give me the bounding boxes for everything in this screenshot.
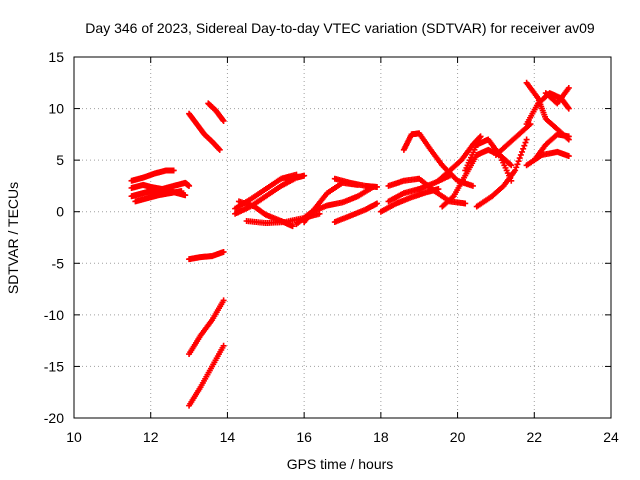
data-track [232,172,308,217]
data-point-fill [515,158,522,165]
x-tick-label: 10 [66,429,82,445]
y-tick-label: 5 [56,152,64,168]
data-point [565,153,572,160]
data-point [316,210,323,217]
plot-frame [73,56,612,419]
data-point-fill [520,145,527,152]
data-point-fill [519,148,526,155]
data-point-fill [449,194,456,201]
data-point-fill [507,161,514,168]
y-tick-label: -15 [44,358,64,374]
data-points [128,79,572,409]
data-point [220,297,227,304]
data-point-fill [513,164,520,171]
data-track [542,84,572,107]
data-point [374,183,381,190]
y-tick-label: -5 [52,255,65,271]
data-track [435,133,484,184]
y-tick-label: 15 [48,49,64,65]
data-point [565,105,572,112]
data-point [374,200,381,207]
y-axis-label: SDTVAR / TECUs [5,182,21,294]
data-point [220,117,227,124]
x-axis-label: GPS time / hours [287,456,394,472]
data-track [331,175,381,190]
axis-ticks: 10 12 14 16 18 20 22 24 -20 -15 -10 -5 0 5 10 15 [44,49,619,445]
data-point-fill [521,142,528,149]
data-track [531,131,572,164]
data-track [462,136,515,184]
data-track [523,148,572,169]
y-tick-label: -10 [44,307,64,323]
data-track [186,248,227,263]
data-point [462,200,469,207]
data-track [385,175,469,207]
y-tick-label: 10 [48,101,64,117]
data-track [205,100,227,124]
data-track [186,342,227,409]
data-point [512,167,519,174]
y-tick-label: 0 [56,204,64,220]
data-point [477,133,484,140]
x-tick-label: 14 [220,429,236,445]
y-tick-label: -20 [44,410,64,426]
data-point [301,172,308,179]
x-tick-label: 18 [373,429,389,445]
data-point [446,172,453,179]
x-tick-label: 16 [296,429,312,445]
data-point [220,248,227,255]
data-point [469,182,476,189]
x-tick-label: 20 [450,429,466,445]
data-track [331,200,381,226]
data-point-fill [514,161,521,168]
data-point-fill [516,155,523,162]
data-track [132,188,185,205]
grid [74,57,611,418]
data-track [301,179,361,226]
data-point [565,133,572,140]
data-point [216,146,223,153]
data-track [186,297,227,358]
data-point [220,342,227,349]
data-point [565,84,572,91]
data-point-fill [517,151,524,158]
data-track [186,110,223,153]
data-point [182,192,189,199]
data-point [523,136,530,143]
data-point-fill [522,139,529,146]
data-point [186,182,193,189]
data-track [128,167,177,184]
chart-title: Day 346 of 2023, Sidereal Day-to-day VTE… [85,20,595,36]
data-point [289,223,296,230]
data-point [508,162,515,169]
data-track [473,136,530,210]
x-tick-label: 12 [143,429,159,445]
data-point [178,188,185,195]
x-tick-label: 24 [603,429,619,445]
x-tick-label: 22 [526,429,542,445]
data-point [293,171,300,178]
data-track [232,171,300,212]
data-point [170,167,177,174]
